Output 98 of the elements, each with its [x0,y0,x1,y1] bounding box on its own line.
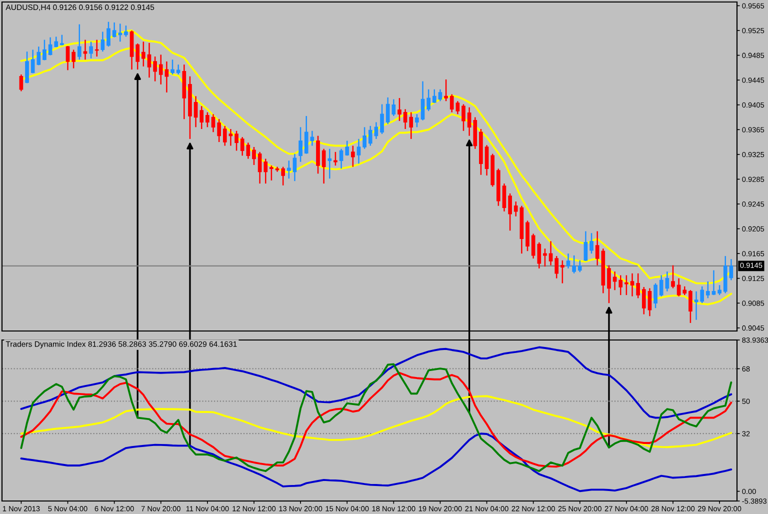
candlestick [234,130,238,152]
candlestick [403,108,408,130]
candlestick [281,166,285,186]
candlestick [584,230,588,262]
candlestick [502,182,506,212]
candlestick [211,114,216,133]
candlestick [537,242,542,270]
candlestick [141,41,146,68]
candlestick [712,270,716,296]
candlestick [89,41,93,60]
candlestick [526,220,530,252]
candlestick [228,128,233,146]
candlestick [718,284,722,296]
candlestick [671,264,675,289]
candlestick [100,31,105,52]
candlestick [420,80,425,121]
candlestick [648,288,652,317]
candlestick [66,45,70,71]
candlestick [578,260,582,273]
candlestick [118,23,122,42]
candlestick [654,282,658,309]
candlestick [298,126,302,162]
candlestick [147,42,152,78]
candlestick [688,289,692,324]
candlestick [706,280,710,299]
candlestick [304,115,308,154]
candlestick [286,160,291,180]
candlestick [206,112,210,128]
candlestick [590,232,594,254]
candlestick [322,148,326,184]
candlestick [83,39,88,60]
candlestick [200,105,204,130]
candlestick [380,104,384,135]
candlestick [514,200,518,217]
candlestick [630,272,634,297]
candlestick [158,54,163,86]
candlestick [398,97,402,122]
candlestick [164,60,169,94]
candlestick [264,158,268,184]
candlestick [194,96,198,128]
candlestick [124,24,128,38]
candlestick [531,233,536,260]
candlestick [339,148,344,170]
candlestick [386,96,390,125]
candlestick [48,36,52,56]
candlestick [19,74,24,92]
line-series [20,395,732,448]
candlestick [136,42,140,70]
candlestick [676,278,681,297]
candlestick [270,164,274,182]
candlestick [409,112,414,140]
candlestick [618,274,623,296]
line-series [20,432,732,492]
candlestick [362,126,366,150]
candlestick [426,88,430,112]
candlestick [636,272,640,299]
candlestick [77,24,82,60]
candlestick [60,34,64,46]
candlestick [438,88,442,102]
candlestick [368,125,372,146]
candlestick [72,49,76,69]
candlestick [258,151,262,184]
candlestick [624,274,628,296]
candlestick [356,138,361,164]
candlestick [217,118,221,143]
candlestick [560,260,564,284]
candlestick [444,78,448,102]
candlestick [462,104,466,132]
candlestick [694,290,698,320]
candlestick [106,21,110,48]
candlestick [415,114,419,128]
candlestick [328,148,332,180]
candlestick [566,252,570,270]
candlestick [554,255,559,279]
candlestick [252,146,256,166]
candlestick [25,50,29,84]
candlestick [153,56,157,82]
candlestick [607,264,611,304]
candlestick [222,125,227,146]
candlestick [310,130,314,146]
candlestick [392,98,396,117]
candlestick [642,286,646,315]
candlestick [350,145,355,168]
candlestick [292,153,297,182]
candlestick [484,144,489,176]
candlestick [170,58,174,76]
candlestick [508,192,512,232]
candlestick [543,248,547,268]
candlestick [467,106,472,136]
candlestick [112,22,116,38]
candlestick [42,39,46,61]
candlestick [432,88,436,104]
candlestick [729,258,734,281]
candlestick [612,270,617,291]
candlestick [572,254,576,274]
candlestick [548,240,553,266]
candlestick [700,286,704,304]
candlestick [345,140,350,156]
